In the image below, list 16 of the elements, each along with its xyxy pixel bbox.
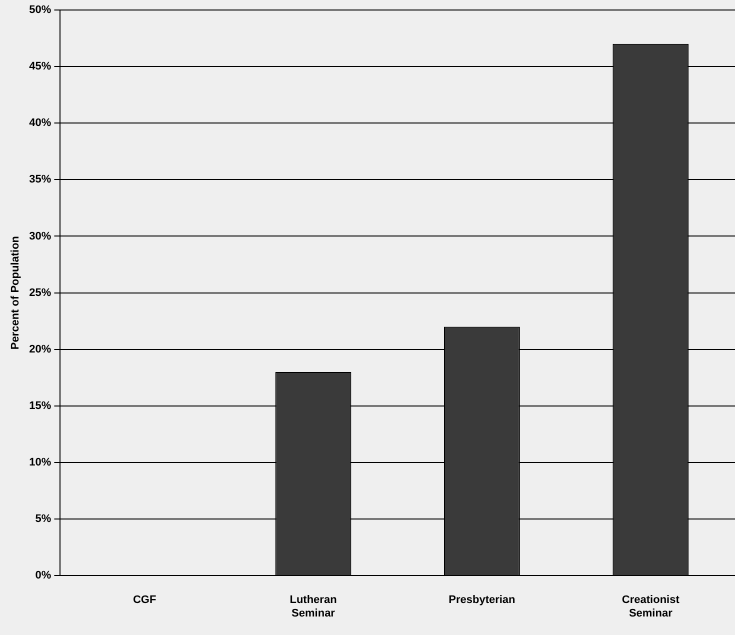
y-tick-label: 20% xyxy=(29,343,52,356)
x-tick-label: CGF xyxy=(132,594,156,606)
y-tick-label: 5% xyxy=(35,513,52,526)
y-tick-label: 25% xyxy=(29,286,52,299)
y-tick-label: 45% xyxy=(29,60,52,73)
x-tick-label: Lutheran Seminar xyxy=(290,594,338,620)
y-tick-label: 40% xyxy=(29,117,52,130)
y-tick-label: 50% xyxy=(29,4,52,16)
y-tick-label: 10% xyxy=(29,456,52,469)
y-tick-label: 30% xyxy=(29,230,52,242)
y-tick-label: 0% xyxy=(35,570,52,582)
x-tick-label: Presbyterian xyxy=(448,594,516,606)
y-tick-label: 35% xyxy=(29,174,52,186)
x-tick-label: Creationist Seminar xyxy=(622,594,680,620)
y-tick-label: 15% xyxy=(29,400,52,412)
y-axis-title: Percent of Population xyxy=(10,236,22,350)
